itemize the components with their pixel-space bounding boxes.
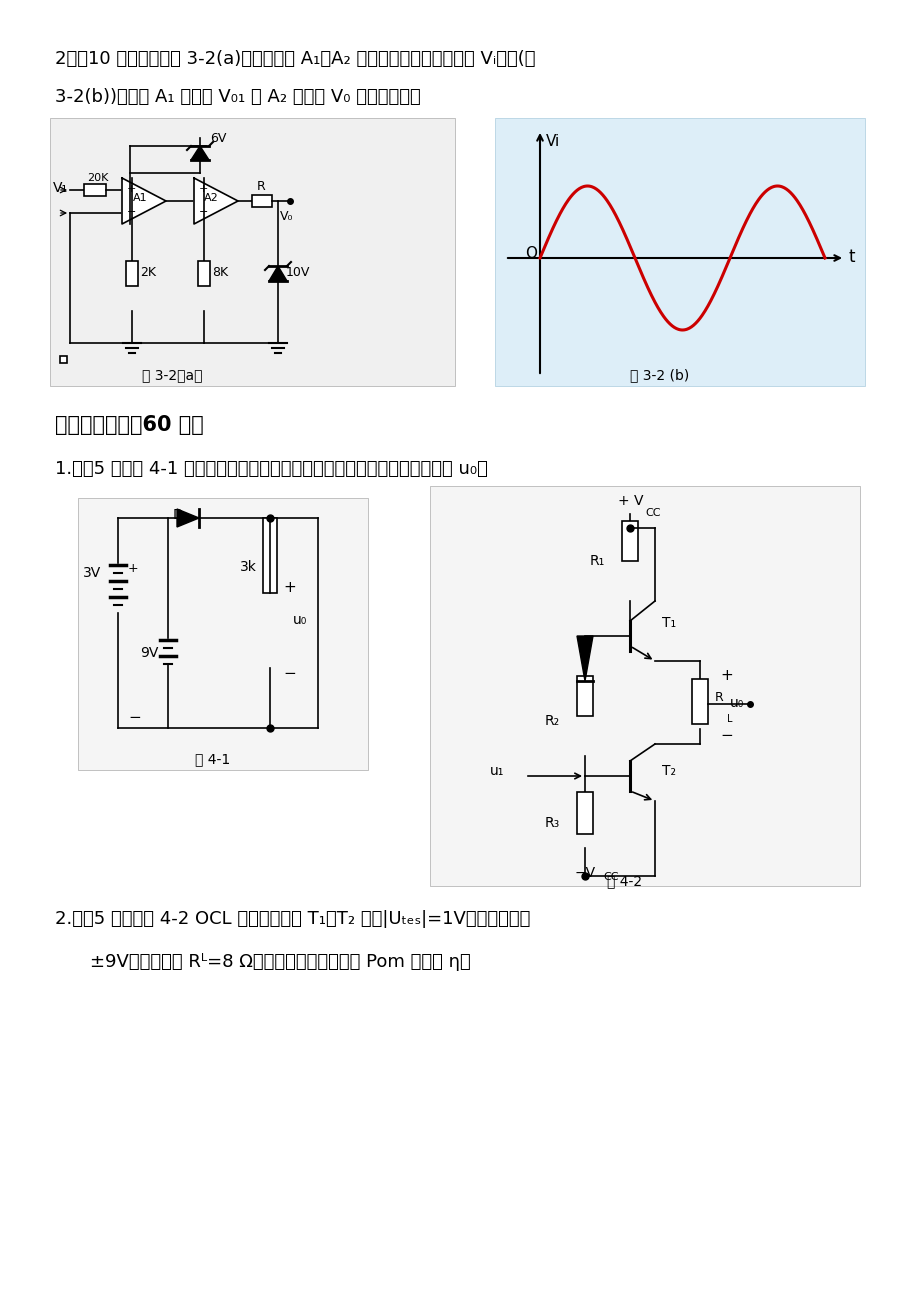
Polygon shape: [176, 510, 199, 526]
Polygon shape: [268, 266, 287, 281]
Bar: [126, 261, 138, 286]
Text: R₂: R₂: [544, 714, 560, 728]
Text: +: +: [283, 581, 295, 595]
Text: + V: + V: [618, 494, 642, 508]
Text: 1.　（5 分）图 4-1 电路中二极管为理想二极管，请判断它是否导通，并求出 u₀。: 1. （5 分）图 4-1 电路中二极管为理想二极管，请判断它是否导通，并求出 …: [55, 460, 487, 478]
Polygon shape: [191, 146, 209, 160]
Text: V₀: V₀: [279, 211, 293, 224]
Bar: [50, 118, 455, 386]
Text: u₀: u₀: [729, 696, 743, 710]
Bar: [263, 517, 277, 593]
Text: ±9V，负载电阵 Rᴸ=8 Ω，试计算最大输出功率 Pom 及效率 η。: ±9V，负载电阵 Rᴸ=8 Ω，试计算最大输出功率 Pom 及效率 η。: [90, 953, 471, 971]
Text: −V: −V: [573, 866, 595, 880]
Text: R₃: R₃: [544, 816, 560, 829]
Text: 3V: 3V: [83, 566, 101, 580]
Bar: [576, 792, 593, 835]
Polygon shape: [576, 636, 593, 681]
Text: 2K: 2K: [140, 266, 156, 280]
Text: 图 3-2（a）: 图 3-2（a）: [142, 368, 202, 382]
Text: V₁: V₁: [53, 181, 68, 195]
Text: +: +: [720, 668, 732, 684]
Text: T₂: T₂: [662, 764, 675, 777]
Text: D: D: [173, 508, 184, 523]
Text: 8K: 8K: [211, 266, 228, 280]
Polygon shape: [194, 178, 238, 224]
Text: u₀: u₀: [292, 614, 307, 627]
Bar: [252, 195, 272, 207]
Text: +: +: [199, 185, 208, 195]
Text: t: t: [848, 248, 855, 266]
Bar: [621, 521, 637, 562]
Text: R₁: R₁: [589, 554, 605, 568]
Text: −: −: [283, 666, 295, 680]
Text: T₁: T₁: [662, 616, 675, 630]
Text: 6V: 6V: [210, 133, 226, 146]
Text: R: R: [256, 179, 266, 192]
Text: −: −: [720, 728, 732, 744]
Text: A2: A2: [204, 192, 219, 203]
Text: R: R: [714, 692, 723, 705]
Text: Vi: Vi: [545, 134, 560, 150]
Text: 2、（10 分）电路如图 3-2(a)所示，运放 A₁、A₂ 构成何种电路，根据给定 Vᵢ波形(图: 2、（10 分）电路如图 3-2(a)所示，运放 A₁、A₂ 构成何种电路，根据…: [55, 49, 535, 68]
Text: 图 3-2 (b): 图 3-2 (b): [630, 368, 689, 382]
Bar: [60, 356, 67, 363]
Text: O: O: [525, 247, 537, 261]
Text: 四、计算题（內60 分）: 四、计算题（內60 分）: [55, 415, 203, 436]
Text: 10V: 10V: [286, 266, 310, 280]
Bar: [198, 261, 210, 286]
Bar: [84, 185, 106, 196]
Bar: [429, 486, 859, 887]
Text: +: +: [128, 563, 139, 576]
Text: u₁: u₁: [490, 764, 504, 777]
Text: CC: CC: [602, 872, 618, 881]
Text: 图 4-2: 图 4-2: [607, 874, 641, 888]
Text: 2.　（5 分）在图 4-2 OCL 电路中，已知 T₁、T₂ 管的|Uₜₑₛ|=1V，电源电压为: 2. （5 分）在图 4-2 OCL 电路中，已知 T₁、T₂ 管的|Uₜₑₛ|…: [55, 910, 529, 928]
Bar: [576, 676, 593, 716]
Text: −: −: [128, 711, 141, 725]
Text: −: −: [127, 208, 136, 217]
Polygon shape: [122, 178, 165, 224]
Text: CC: CC: [644, 508, 660, 517]
Text: 3-2(b))，画出 A₁ 的输出 V₀₁ 和 A₂ 的输出 V₀ 的输出波形。: 3-2(b))，画出 A₁ 的输出 V₀₁ 和 A₂ 的输出 V₀ 的输出波形。: [55, 88, 420, 107]
Bar: [78, 498, 368, 770]
Text: +: +: [127, 185, 136, 195]
Text: L: L: [726, 714, 732, 724]
Text: A1: A1: [133, 192, 147, 203]
Text: −: −: [199, 208, 208, 217]
Text: 图 4-1: 图 4-1: [195, 751, 231, 766]
Text: 20K: 20K: [87, 173, 108, 183]
Bar: [691, 679, 708, 724]
Bar: [494, 118, 864, 386]
Text: 3k: 3k: [240, 560, 256, 575]
Text: 9V: 9V: [140, 646, 158, 660]
